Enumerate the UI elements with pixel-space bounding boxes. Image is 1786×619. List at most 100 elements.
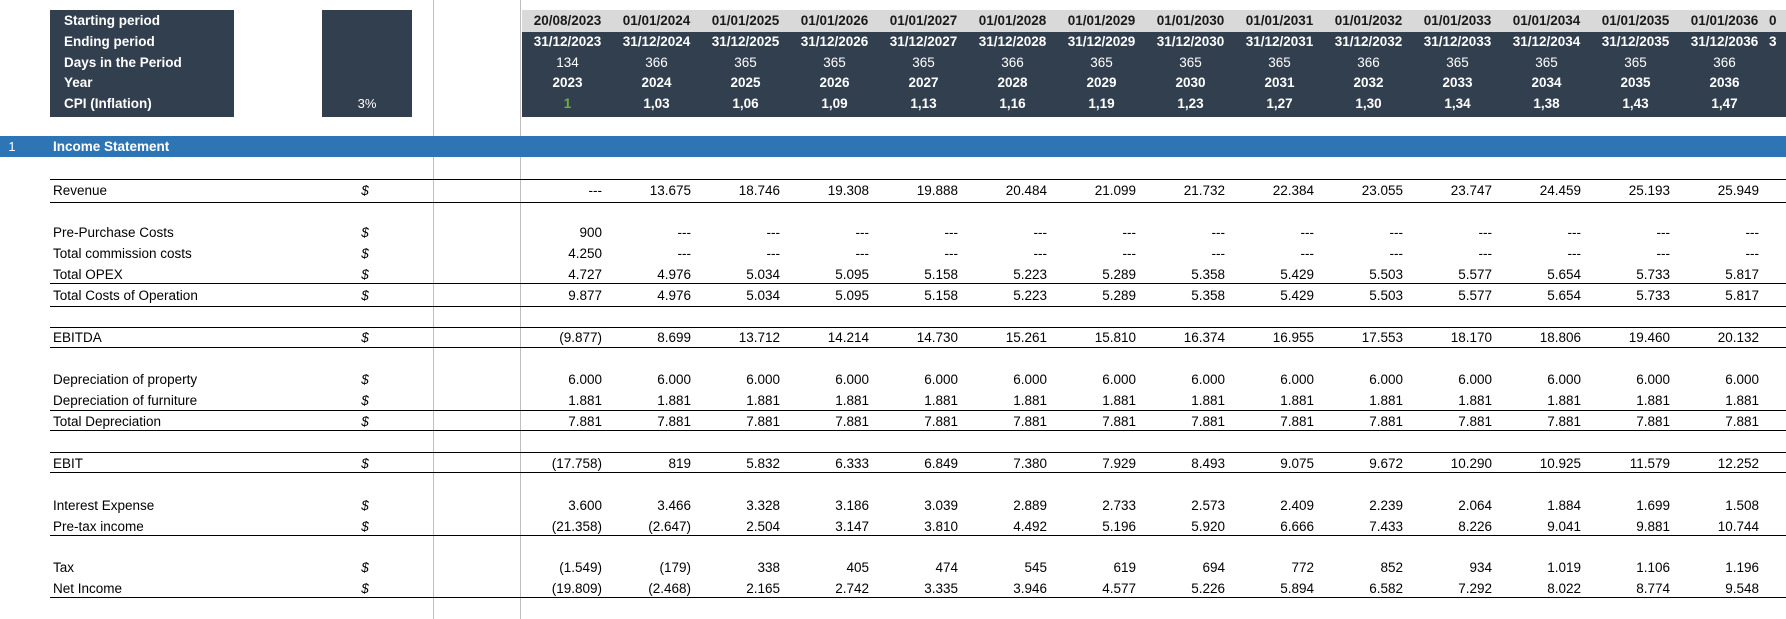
value-cell[interactable]: --- (1389, 246, 1404, 261)
value-cell[interactable]: 4.727 (568, 267, 602, 282)
settings-label[interactable]: CPI (Inflation) (64, 96, 152, 112)
value-cell[interactable]: 5.429 (1280, 267, 1314, 282)
timeline-year-cell[interactable]: 2028 (997, 75, 1028, 91)
row-label[interactable]: Revenue (53, 183, 108, 198)
row-label[interactable]: Net Income (53, 581, 123, 596)
value-cell[interactable]: 3.328 (746, 498, 780, 513)
value-cell[interactable]: 1.019 (1547, 560, 1581, 575)
value-cell[interactable]: 1.881 (1458, 393, 1492, 408)
value-cell[interactable]: 8.226 (1458, 519, 1492, 534)
value-cell[interactable]: --- (766, 225, 781, 240)
value-cell[interactable]: --- (1656, 225, 1671, 240)
timeline-year-cell[interactable]: 2027 (908, 75, 939, 91)
value-cell[interactable]: --- (1122, 225, 1137, 240)
value-cell[interactable]: --- (855, 225, 870, 240)
value-cell[interactable]: --- (1033, 246, 1048, 261)
value-cell[interactable]: 2.409 (1280, 498, 1314, 513)
value-cell[interactable]: (2.647) (648, 519, 691, 534)
value-cell[interactable]: 5.654 (1547, 267, 1581, 282)
value-cell[interactable]: 5.158 (924, 267, 958, 282)
timeline-days-cell[interactable]: 366 (645, 54, 668, 70)
timeline-days-cell[interactable]: 365 (1090, 54, 1113, 70)
value-cell[interactable]: 6.000 (1636, 372, 1670, 387)
timeline-ending-cell[interactable]: 31/12/2028 (978, 33, 1047, 49)
value-cell[interactable]: 15.810 (1094, 330, 1136, 345)
value-cell[interactable]: 18.806 (1539, 330, 1581, 345)
value-cell[interactable]: 13.675 (649, 183, 691, 198)
timeline-year-cell[interactable]: 2032 (1353, 75, 1384, 91)
value-cell[interactable]: 9.672 (1369, 456, 1403, 471)
value-cell[interactable]: 1.881 (657, 393, 691, 408)
timeline-year-cell[interactable]: 2031 (1264, 75, 1295, 91)
value-cell[interactable]: 5.358 (1191, 288, 1225, 303)
value-cell[interactable]: 19.460 (1628, 330, 1670, 345)
timeline-days-cell[interactable]: 366 (1001, 54, 1024, 70)
value-cell[interactable]: 8.699 (657, 330, 691, 345)
value-cell[interactable]: 2.733 (1102, 498, 1136, 513)
value-cell[interactable]: 1.884 (1547, 498, 1581, 513)
timeline-days-cell[interactable]: 365 (1179, 54, 1202, 70)
value-cell[interactable]: 4.250 (568, 246, 602, 261)
value-cell[interactable]: 25.949 (1717, 183, 1759, 198)
timeline-days-cell[interactable]: 366 (1713, 54, 1736, 70)
value-cell[interactable]: 7.433 (1369, 519, 1403, 534)
value-cell[interactable]: 5.503 (1369, 267, 1403, 282)
value-cell[interactable]: 5.503 (1369, 288, 1403, 303)
value-cell[interactable]: 338 (757, 560, 780, 575)
timeline-year-cell[interactable]: 2030 (1175, 75, 1206, 91)
value-cell[interactable]: 3.186 (835, 498, 869, 513)
value-cell[interactable]: 5.832 (746, 456, 780, 471)
value-cell[interactable]: 1.881 (746, 393, 780, 408)
value-cell[interactable]: 6.849 (924, 456, 958, 471)
timeline-starting-cell[interactable]: 01/01/2024 (622, 13, 691, 28)
value-cell[interactable]: 5.095 (835, 267, 869, 282)
timeline-starting-cell[interactable]: 20/08/2023 (533, 13, 602, 28)
value-cell[interactable]: --- (677, 246, 692, 261)
value-cell[interactable]: 9.075 (1280, 456, 1314, 471)
timeline-cpi-cell[interactable]: 1,34 (1444, 96, 1471, 112)
value-cell[interactable]: 8.022 (1547, 581, 1581, 596)
value-cell[interactable]: (19.809) (551, 581, 602, 596)
timeline-cpi-cell[interactable]: 1,47 (1711, 96, 1738, 112)
timeline-days-cell[interactable]: 365 (1446, 54, 1469, 70)
value-cell[interactable]: 21.732 (1183, 183, 1225, 198)
settings-label[interactable]: Days in the Period (64, 54, 182, 70)
value-cell[interactable]: 1.881 (1191, 393, 1225, 408)
timeline-days-cell[interactable]: 365 (912, 54, 935, 70)
timeline-ending-cell[interactable]: 31/12/2035 (1601, 33, 1670, 49)
value-cell[interactable]: 8.493 (1191, 456, 1225, 471)
value-cell[interactable]: 6.000 (1013, 372, 1047, 387)
value-cell[interactable]: 6.000 (835, 372, 869, 387)
timeline-cpi-cell[interactable]: 1,27 (1266, 96, 1293, 112)
value-cell[interactable]: --- (944, 246, 959, 261)
value-cell[interactable]: (1.549) (559, 560, 602, 575)
value-cell[interactable]: 25.193 (1628, 183, 1670, 198)
value-cell[interactable]: 1.881 (1102, 393, 1136, 408)
value-cell[interactable]: 3.147 (835, 519, 869, 534)
value-cell[interactable]: 9.548 (1725, 581, 1759, 596)
timeline-ending-cell[interactable]: 31/12/2025 (711, 33, 780, 49)
value-cell[interactable]: 5.817 (1725, 288, 1759, 303)
value-cell[interactable]: --- (1211, 246, 1226, 261)
value-cell[interactable]: 5.577 (1458, 267, 1492, 282)
timeline-days-cell[interactable]: 365 (1535, 54, 1558, 70)
value-cell[interactable]: 6.000 (1458, 372, 1492, 387)
value-cell[interactable]: 7.881 (657, 414, 691, 429)
timeline-days-cell[interactable]: 365 (823, 54, 846, 70)
value-cell[interactable]: 3.946 (1013, 581, 1047, 596)
value-cell[interactable]: 545 (1024, 560, 1047, 575)
timeline-starting-cell[interactable]: 01/01/2026 (800, 13, 869, 28)
timeline-ending-cell[interactable]: 31/12/2027 (889, 33, 958, 49)
value-cell[interactable]: --- (1656, 246, 1671, 261)
value-cell[interactable]: 9.041 (1547, 519, 1581, 534)
value-cell[interactable]: (9.877) (559, 330, 602, 345)
value-cell[interactable]: 10.290 (1450, 456, 1492, 471)
value-cell[interactable]: 16.955 (1272, 330, 1314, 345)
value-cell[interactable]: 6.000 (1725, 372, 1759, 387)
value-cell[interactable]: 1.699 (1636, 498, 1670, 513)
value-cell[interactable]: --- (1478, 246, 1493, 261)
value-cell[interactable]: 5.289 (1102, 267, 1136, 282)
value-cell[interactable]: 1.196 (1725, 560, 1759, 575)
value-cell[interactable]: 4.492 (1013, 519, 1047, 534)
